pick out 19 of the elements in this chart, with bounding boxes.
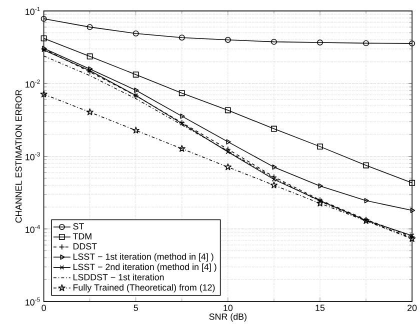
x-tick-label: 5 — [134, 304, 138, 311]
x-tick-label: 15 — [316, 304, 325, 311]
y-tick-label: 10$^{-3}$ — [26, 152, 40, 160]
y-tick-label: 10$^{-4}$ — [26, 224, 40, 233]
y-axis-title: CHANNEL ESTIMATION ERROR — [15, 90, 22, 222]
y-tick-label: 10$^{-5}$ — [26, 297, 40, 306]
x-axis-title: SNR (dB) — [209, 313, 246, 322]
x-tick-label: 0 — [42, 304, 46, 311]
x-tick-label: 20 — [408, 304, 417, 311]
y-tick-label: 10$^{-1}$ — [26, 6, 40, 15]
legend-label: LSDDST − 1st iteration — [73, 274, 164, 280]
y-tick-label: 10$^{-2}$ — [26, 79, 40, 88]
legend-label: Fully Trained (Theoretical) from (12) — [73, 284, 215, 292]
legend-label: LSST − 1st iteration (method in [4] ) — [73, 253, 214, 262]
legend-label: LSST − 2nd iteration (method in [4] ) — [73, 263, 216, 272]
legend-label: DDST — [73, 242, 97, 250]
legend-label: TDM — [72, 233, 92, 240]
x-tick-label: 10 — [224, 304, 233, 311]
legend-label: ST — [73, 222, 84, 230]
